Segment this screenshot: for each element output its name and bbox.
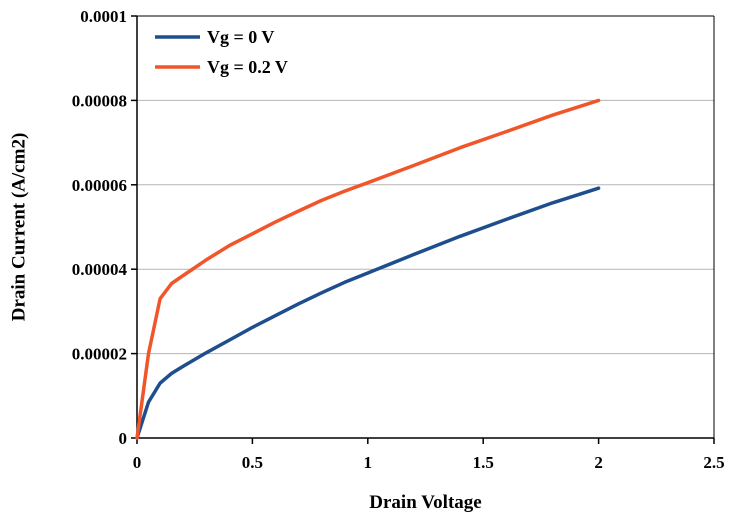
y-tick-label: 0 xyxy=(119,429,128,448)
x-tick-label: 0.5 xyxy=(242,453,263,472)
tick-labels: 0 0.00002 0.00004 0.00006 0.00008 0.0001 0 0.5 1… xyxy=(72,7,725,472)
series-lines xyxy=(135,98,601,440)
y-tick-label: 0.00004 xyxy=(72,260,128,279)
legend-label-2: Vg = 0.2 V xyxy=(207,57,288,77)
axes xyxy=(131,15,715,444)
y-tick-label: 0.00002 xyxy=(72,345,127,364)
x-axis-title: Drain Voltage xyxy=(369,492,481,513)
legend-label-1: Vg = 0 V xyxy=(207,27,274,47)
series-line-2 xyxy=(135,98,601,440)
x-tick-label: 0 xyxy=(133,453,142,472)
y-tick-label: 0.0001 xyxy=(80,7,127,26)
legend: Vg = 0 V Vg = 0.2 V xyxy=(155,27,288,77)
y-axis-title: Drain Current (A/cm2) xyxy=(9,133,30,322)
y-tick-label: 0.00008 xyxy=(72,91,127,110)
x-tick-label: 1 xyxy=(364,453,373,472)
x-tick-label: 2.5 xyxy=(703,453,724,472)
y-tick-label: 0.00006 xyxy=(72,176,127,195)
x-tick-label: 1.5 xyxy=(473,453,494,472)
x-tick-label: 2 xyxy=(594,453,603,472)
series-line-1 xyxy=(135,186,601,440)
